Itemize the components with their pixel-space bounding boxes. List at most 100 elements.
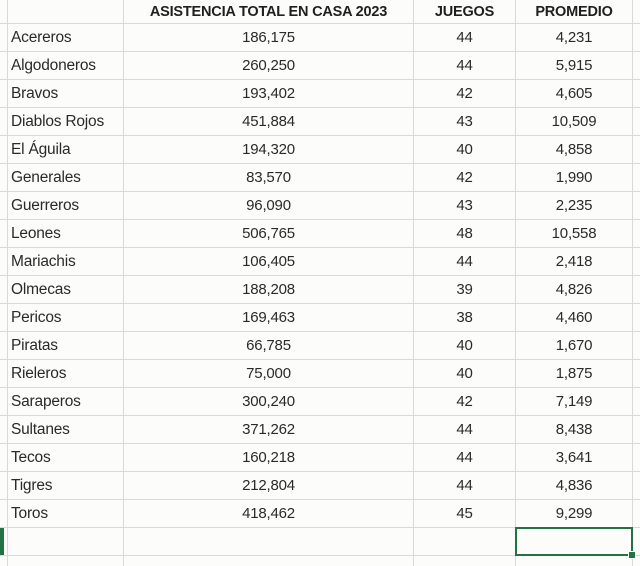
attendance-cell[interactable]: 186,175	[124, 24, 413, 51]
row-edge-cell-right[interactable]	[633, 304, 640, 331]
average-cell[interactable]: 4,858	[516, 136, 632, 163]
attendance-cell[interactable]: 66,785	[124, 332, 413, 359]
attendance-cell[interactable]: 300,240	[124, 388, 413, 415]
row-edge-cell[interactable]	[0, 472, 7, 499]
row-edge-cell-right[interactable]	[633, 24, 640, 51]
attendance-cell[interactable]: 506,765	[124, 220, 413, 247]
games-cell-empty[interactable]	[414, 556, 515, 566]
attendance-cell[interactable]: 212,804	[124, 472, 413, 499]
row-edge-cell-right[interactable]	[633, 52, 640, 79]
team-cell[interactable]: Toros	[8, 500, 123, 527]
row-edge-cell[interactable]	[0, 52, 7, 79]
average-cell[interactable]: 4,231	[516, 24, 632, 51]
games-cell[interactable]: 44	[414, 24, 515, 51]
row-edge-cell[interactable]	[0, 220, 7, 247]
row-edge-cell[interactable]	[0, 444, 7, 471]
team-cell[interactable]: El Águila	[8, 136, 123, 163]
average-cell[interactable]: 9,299	[516, 500, 632, 527]
row-edge-cell-right[interactable]	[633, 276, 640, 303]
team-cell[interactable]: Tigres	[8, 472, 123, 499]
team-cell[interactable]: Bravos	[8, 80, 123, 107]
row-edge-cell[interactable]	[0, 192, 7, 219]
team-cell[interactable]: Guerreros	[8, 192, 123, 219]
row-edge-cell[interactable]	[0, 500, 7, 527]
attendance-cell[interactable]: 371,262	[124, 416, 413, 443]
average-cell[interactable]: 2,235	[516, 192, 632, 219]
attendance-cell-empty[interactable]	[124, 556, 413, 566]
row-edge-cell-right[interactable]	[633, 332, 640, 359]
average-cell[interactable]: 3,641	[516, 444, 632, 471]
row-edge-cell[interactable]	[0, 304, 7, 331]
attendance-cell[interactable]: 83,570	[124, 164, 413, 191]
attendance-cell[interactable]: 169,463	[124, 304, 413, 331]
row-edge-cell-right[interactable]	[633, 360, 640, 387]
team-cell[interactable]: Piratas	[8, 332, 123, 359]
row-edge-cell-right[interactable]	[633, 556, 640, 566]
games-cell[interactable]: 44	[414, 416, 515, 443]
games-cell[interactable]: 43	[414, 192, 515, 219]
average-cell[interactable]: 4,605	[516, 80, 632, 107]
team-cell[interactable]: Diablos Rojos	[8, 108, 123, 135]
games-cell[interactable]: 48	[414, 220, 515, 247]
row-edge-cell-right[interactable]	[633, 248, 640, 275]
selected-cell[interactable]	[515, 527, 636, 559]
header-cell-games[interactable]: JUEGOS	[414, 0, 515, 23]
average-cell[interactable]: 1,990	[516, 164, 632, 191]
games-cell[interactable]: 40	[414, 360, 515, 387]
row-edge-cell[interactable]	[0, 80, 7, 107]
team-cell[interactable]: Mariachis	[8, 248, 123, 275]
attendance-cell[interactable]: 160,218	[124, 444, 413, 471]
average-cell[interactable]: 1,875	[516, 360, 632, 387]
games-cell[interactable]: 42	[414, 388, 515, 415]
row-edge-cell[interactable]	[0, 332, 7, 359]
row-edge-cell[interactable]	[0, 108, 7, 135]
team-cell[interactable]: Generales	[8, 164, 123, 191]
fill-handle[interactable]	[628, 551, 636, 559]
average-cell[interactable]: 2,418	[516, 248, 632, 275]
team-cell-empty[interactable]	[8, 556, 123, 566]
average-cell[interactable]: 5,915	[516, 52, 632, 79]
average-cell[interactable]: 10,558	[516, 220, 632, 247]
average-cell[interactable]: 1,670	[516, 332, 632, 359]
row-edge-cell[interactable]	[0, 276, 7, 303]
games-cell[interactable]: 44	[414, 52, 515, 79]
attendance-cell-empty[interactable]	[124, 528, 413, 555]
games-cell[interactable]: 43	[414, 108, 515, 135]
header-cell-team[interactable]	[8, 0, 123, 23]
row-edge-cell-right[interactable]	[633, 444, 640, 471]
row-edge-cell-right[interactable]	[633, 388, 640, 415]
row-edge-cell-right[interactable]	[633, 80, 640, 107]
row-edge-cell[interactable]	[0, 136, 7, 163]
games-cell[interactable]: 45	[414, 500, 515, 527]
games-cell[interactable]: 42	[414, 164, 515, 191]
games-cell[interactable]: 44	[414, 444, 515, 471]
average-cell[interactable]: 8,438	[516, 416, 632, 443]
row-edge-cell[interactable]	[0, 556, 7, 566]
attendance-cell[interactable]: 194,320	[124, 136, 413, 163]
row-edge-cell-right[interactable]	[633, 220, 640, 247]
header-cell-right-sliver[interactable]	[633, 0, 640, 23]
row-edge-cell-right[interactable]	[633, 472, 640, 499]
average-cell-empty[interactable]	[516, 556, 632, 566]
header-cell-left-sliver[interactable]	[0, 0, 7, 23]
row-edge-cell-right[interactable]	[633, 500, 640, 527]
team-cell[interactable]: Acereros	[8, 24, 123, 51]
row-edge-cell-right[interactable]	[633, 528, 640, 555]
row-edge-cell[interactable]	[0, 24, 7, 51]
row-edge-cell-right[interactable]	[633, 192, 640, 219]
attendance-cell[interactable]: 418,462	[124, 500, 413, 527]
team-cell[interactable]: Algodoneros	[8, 52, 123, 79]
games-cell[interactable]: 44	[414, 248, 515, 275]
row-edge-cell-right[interactable]	[633, 416, 640, 443]
team-cell[interactable]: Sultanes	[8, 416, 123, 443]
average-cell[interactable]: 10,509	[516, 108, 632, 135]
row-edge-cell[interactable]	[0, 528, 7, 555]
team-cell[interactable]: Leones	[8, 220, 123, 247]
row-edge-cell-right[interactable]	[633, 164, 640, 191]
team-cell[interactable]: Rieleros	[8, 360, 123, 387]
header-cell-average[interactable]: PROMEDIO	[516, 0, 632, 23]
row-edge-cell[interactable]	[0, 388, 7, 415]
average-cell[interactable]: 4,836	[516, 472, 632, 499]
header-cell-attendance[interactable]: ASISTENCIA TOTAL EN CASA 2023	[124, 0, 413, 23]
games-cell[interactable]: 39	[414, 276, 515, 303]
